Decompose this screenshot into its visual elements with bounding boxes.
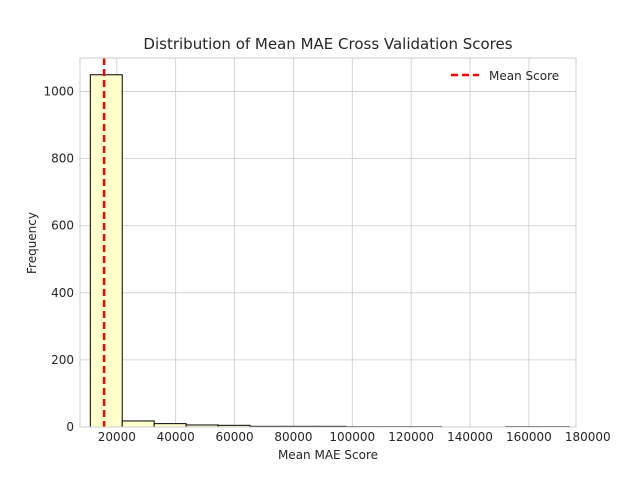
y-tick-label: 800: [51, 152, 74, 166]
histogram-bar: [121, 420, 155, 428]
x-tick-label: 160000: [506, 430, 552, 444]
legend: Mean Score: [451, 69, 559, 83]
y-tick-label: 1000: [43, 85, 74, 99]
y-tick-label: 400: [51, 286, 74, 300]
chart-title: Distribution of Mean MAE Cross Validatio…: [143, 35, 512, 53]
y-tick-label: 600: [51, 219, 74, 233]
y-axis-label: Frequency: [25, 212, 39, 274]
x-tick-label: 20000: [98, 430, 136, 444]
plot-frame: [79, 57, 577, 428]
y-tick-label: 200: [51, 353, 74, 367]
y-tick-labels: 0 200 400 600 800 1000: [43, 85, 74, 434]
plot-area: [80, 58, 576, 427]
x-tick-label: 100000: [329, 430, 375, 444]
y-tick-label: 0: [66, 420, 74, 434]
x-tick-label: 60000: [215, 430, 253, 444]
x-tick-labels: 20000 40000 60000 80000 100000 120000 140000 16…: [98, 430, 611, 444]
x-axis-label: Mean MAE Score: [278, 448, 378, 462]
x-tick-label: 120000: [388, 430, 434, 444]
x-tick-label: 80000: [274, 430, 312, 444]
histogram-bar: [89, 74, 123, 428]
x-tick-label: 40000: [157, 430, 195, 444]
x-tick-label: 140000: [447, 430, 493, 444]
legend-mean-label: Mean Score: [489, 69, 559, 83]
x-tick-label: 180000: [565, 430, 611, 444]
histogram-bar: [153, 423, 187, 428]
